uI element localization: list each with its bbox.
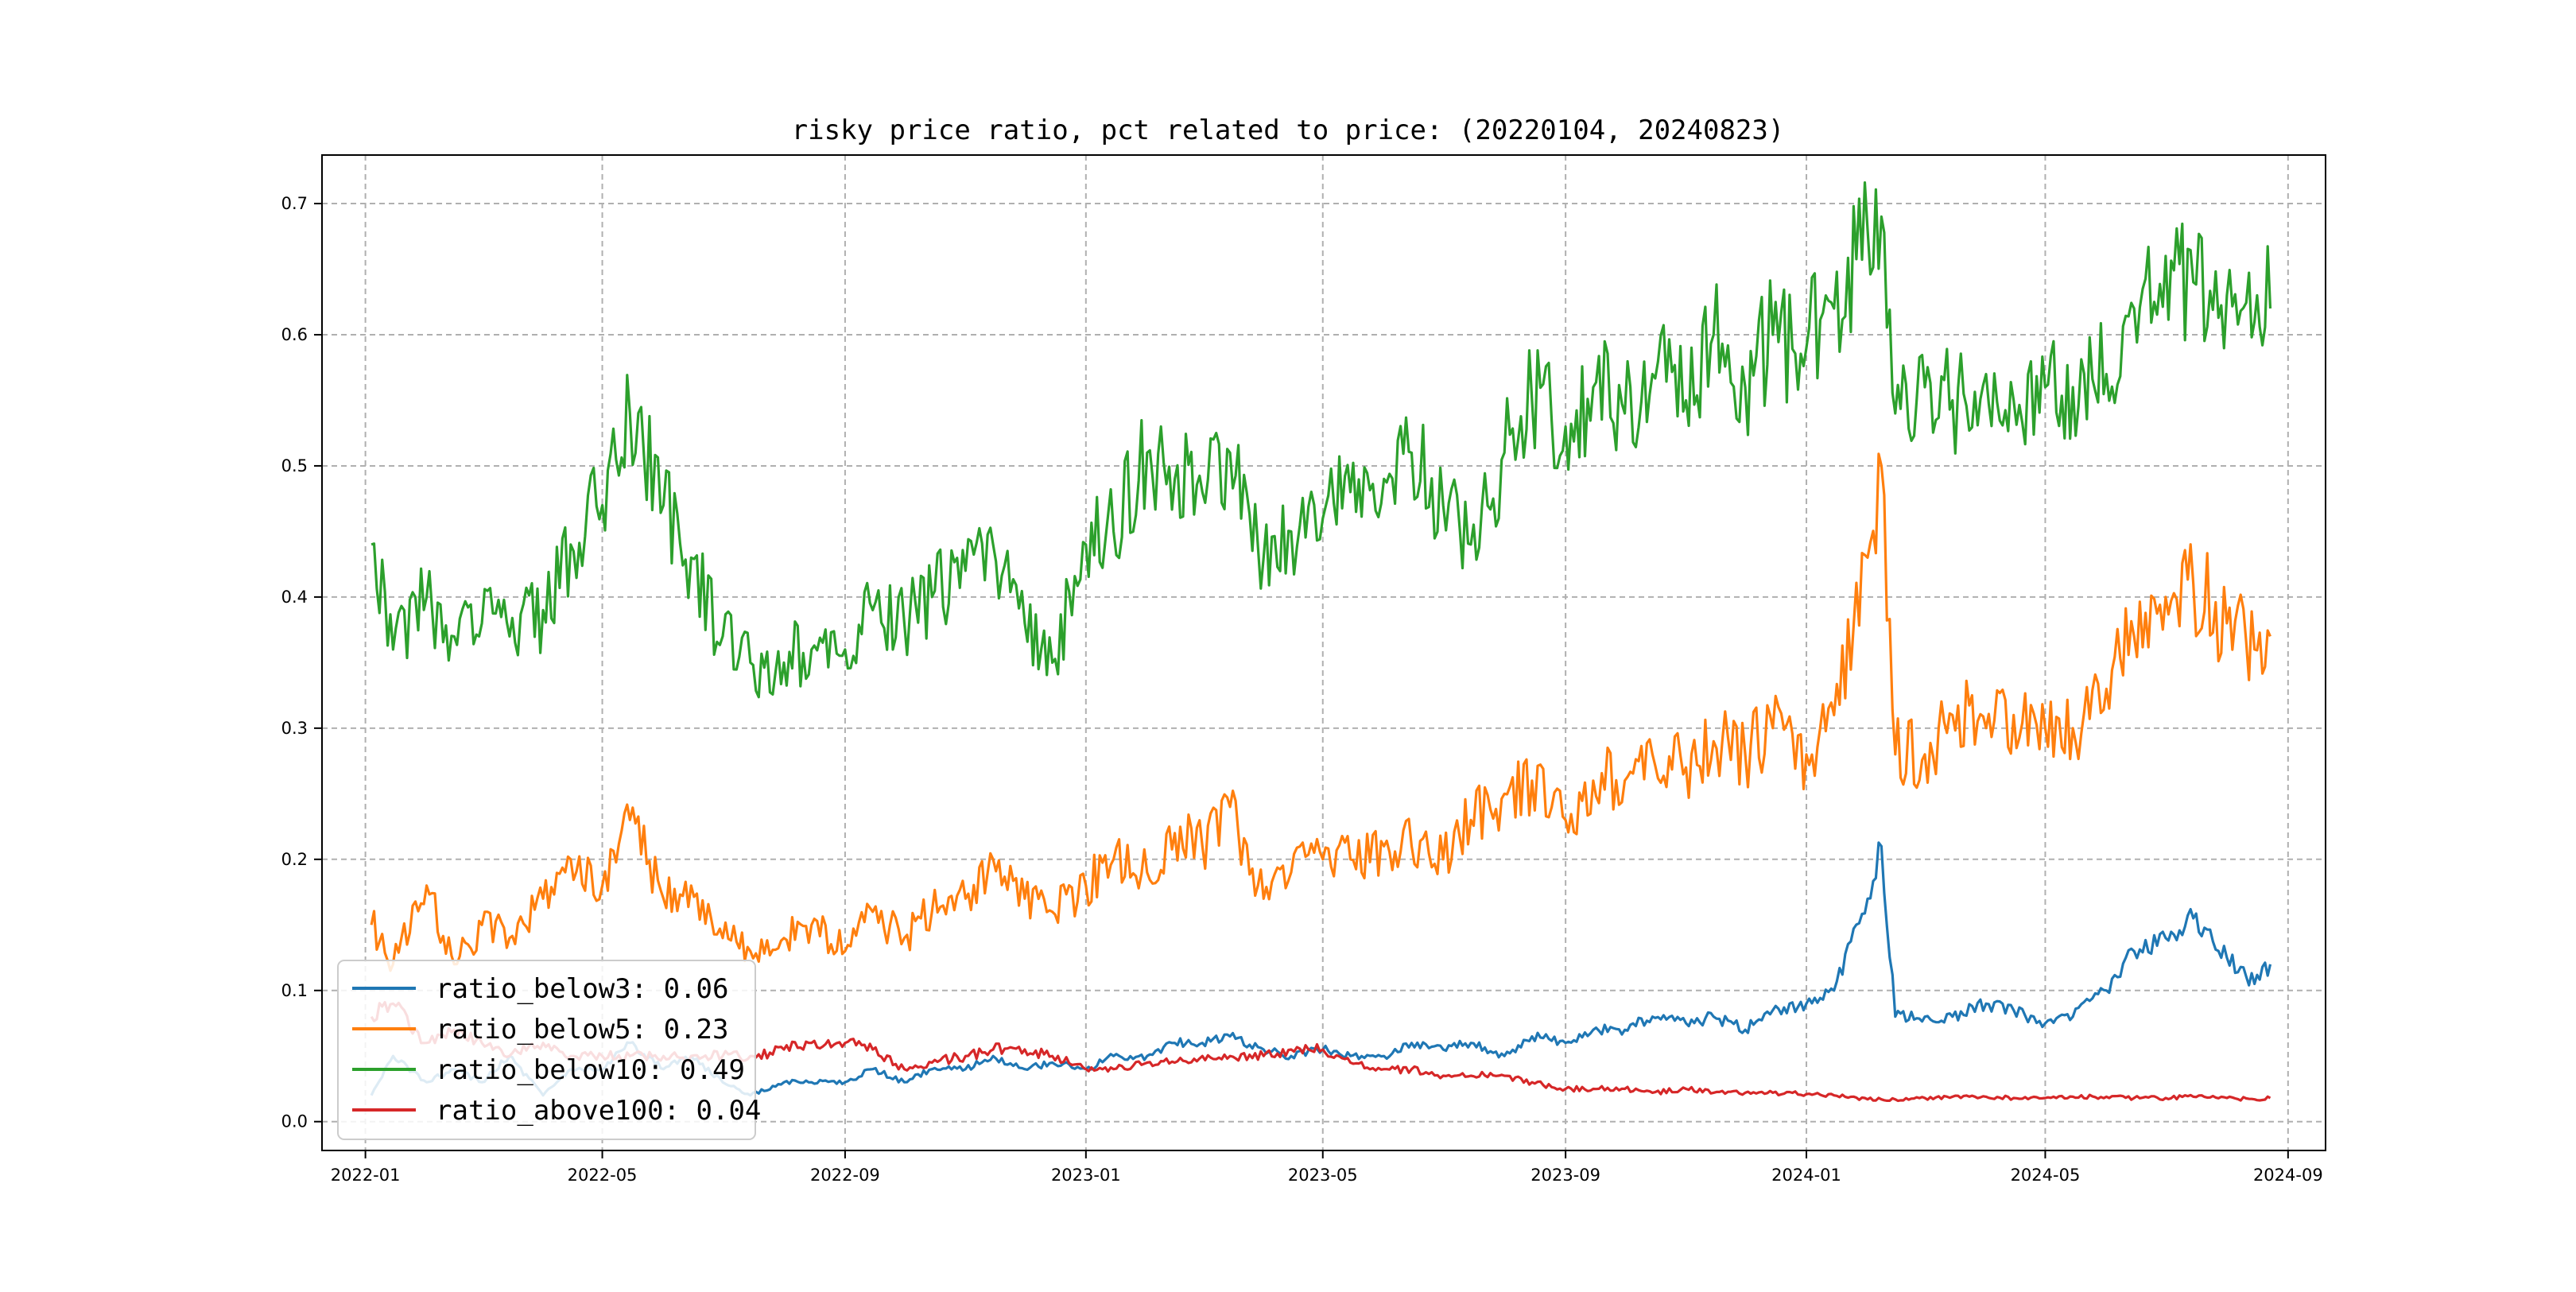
x-tick-label: 2024-09 <box>2253 1166 2323 1185</box>
series-line-ratio-below5 <box>370 452 2271 972</box>
x-tick-label: 2022-05 <box>568 1166 638 1185</box>
y-tick-label: 0.4 <box>281 588 308 607</box>
y-tick-label: 0.0 <box>281 1112 308 1131</box>
x-tick-label: 2022-01 <box>331 1166 401 1185</box>
x-tick-label: 2023-01 <box>1051 1166 1121 1185</box>
x-axis: 2022-01 2022-05 2022-09 2023-01 2023-05 2023-… <box>331 1150 2323 1185</box>
chart-title: risky price ratio, pct related to price:… <box>792 114 1785 146</box>
legend-label: ratio_below3: 0.06 <box>436 973 728 1005</box>
y-tick-label: 0.5 <box>281 456 308 475</box>
legend-box <box>337 960 756 1140</box>
y-tick-label: 0.6 <box>281 325 308 344</box>
plot-frame <box>321 154 2326 1151</box>
x-tick-label: 2023-09 <box>1530 1166 1600 1185</box>
legend-label: ratio_below5: 0.23 <box>436 1014 728 1046</box>
y-tick-label: 0.3 <box>281 719 308 738</box>
y-tick-label: 0.2 <box>281 850 308 869</box>
y-axis: 0.0 0.1 0.2 0.3 0.4 0.5 0.6 0.7 <box>281 194 322 1131</box>
legend-label: ratio_below10: 0.49 <box>436 1054 745 1086</box>
legend: ratio_below3: 0.06 ratio_below5: 0.23 rati… <box>337 960 761 1140</box>
x-tick-label: 2023-05 <box>1288 1166 1358 1185</box>
y-tick-label: 0.7 <box>281 194 308 213</box>
x-tick-label: 2024-05 <box>2011 1166 2081 1185</box>
series-line-ratio-below10 <box>370 181 2272 699</box>
x-tick-label: 2024-01 <box>1771 1166 1841 1185</box>
x-tick-label: 2022-09 <box>810 1166 880 1185</box>
y-tick-label: 0.1 <box>281 981 308 1000</box>
legend-label: ratio_above100: 0.04 <box>436 1095 761 1127</box>
